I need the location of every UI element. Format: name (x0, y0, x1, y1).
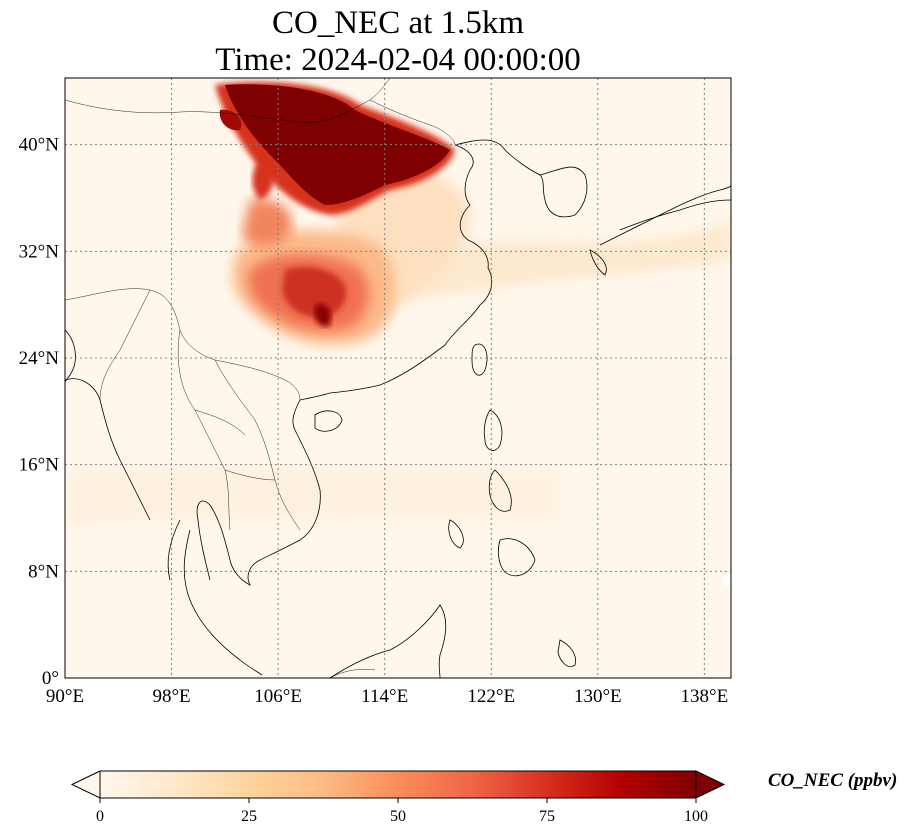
colorbar-tick-label: 25 (241, 808, 257, 825)
latitude-tick-label: 32°N (19, 241, 60, 262)
gridlines (65, 78, 731, 678)
longitude-tick-label: 90°E (46, 686, 84, 707)
coastlines (65, 139, 731, 678)
colorbar-gradient (100, 771, 696, 798)
colorbar-label: CO_NEC (ppbv) (768, 770, 898, 791)
longitude-tick-label: 98°E (152, 686, 190, 707)
longitude-tick-label: 130°E (574, 686, 622, 707)
latitude-tick-labels: 0° 8°N 16°N 24°N 32°N 40°N (19, 135, 60, 689)
colorbar-min-extend (70, 770, 101, 799)
co-concentration-field (65, 78, 731, 678)
latitude-tick-label: 40°N (19, 135, 60, 156)
latitude-tick-label: 8°N (28, 561, 59, 582)
longitude-tick-label: 106°E (254, 686, 302, 707)
longitude-tick-label: 138°E (681, 686, 729, 707)
map-title: CO_NEC at 1.5km (271, 5, 525, 41)
colorbar-tick-label: 100 (684, 808, 708, 825)
colorbar-tick-labels: 0 25 50 75 100 (96, 798, 708, 825)
map-frame (64, 77, 732, 679)
longitude-tick-label: 122°E (467, 686, 515, 707)
colorbar-tick-label: 50 (390, 808, 406, 825)
country-borders (65, 78, 456, 678)
colorbar: 0 25 50 75 100 (70, 770, 726, 825)
colorbar-max-extend (695, 770, 726, 799)
longitude-tick-label: 114°E (361, 686, 408, 707)
latitude-tick-label: 24°N (19, 348, 60, 369)
colorbar-tick-label: 75 (539, 808, 555, 825)
colorbar-tick-label: 0 (96, 808, 104, 825)
longitude-tick-labels: 90°E 98°E 106°E 114°E 122°E 130°E 138°E (46, 686, 728, 707)
latitude-tick-label: 16°N (19, 455, 60, 476)
latitude-tick-label: 0° (42, 668, 59, 689)
map-time-subtitle: Time: 2024-02-04 00:00:00 (215, 42, 581, 78)
